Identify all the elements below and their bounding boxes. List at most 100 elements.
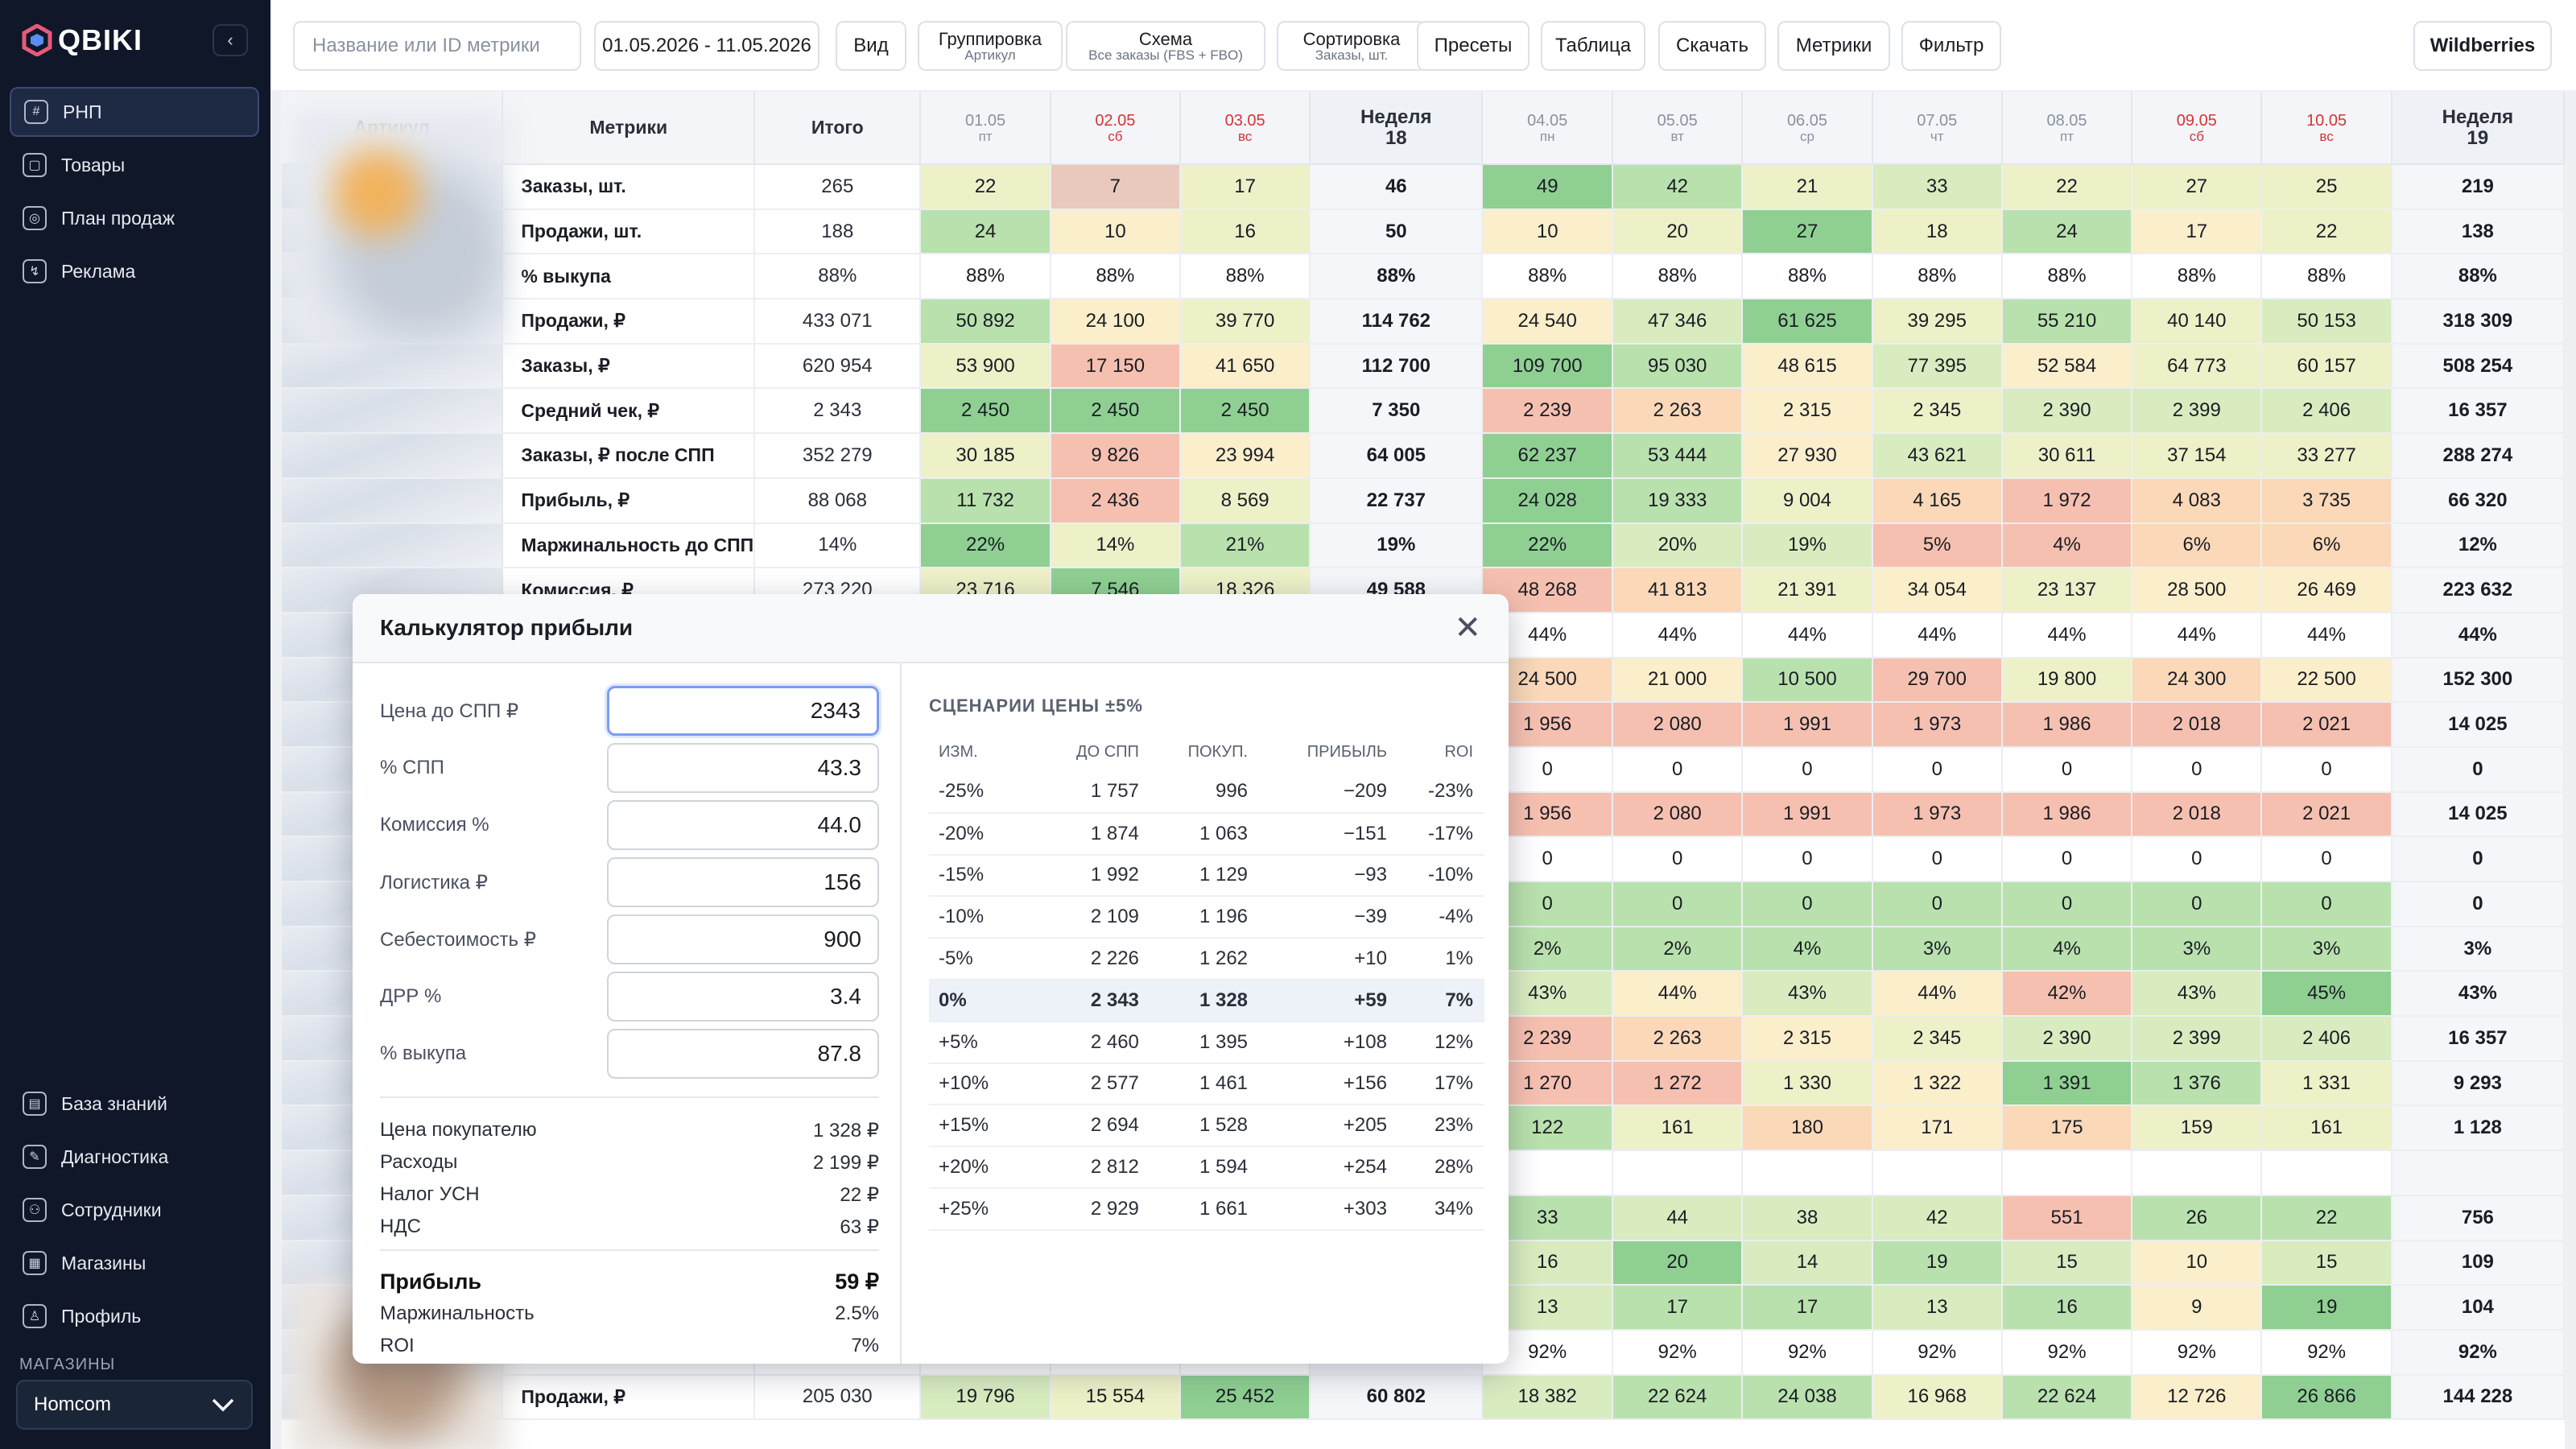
sidebar-item[interactable]: ▤ База знаний xyxy=(10,1079,259,1129)
marketplace-button[interactable]: Wildberries xyxy=(2413,21,2552,71)
calc-field-input[interactable] xyxy=(607,914,879,964)
date-header[interactable]: 05.05 вт xyxy=(1612,92,1744,165)
day-cell: 2 315 xyxy=(1742,388,1873,435)
calc-field-input[interactable] xyxy=(607,743,879,793)
calc-field-input[interactable] xyxy=(607,800,879,850)
scenario-roi: 1% xyxy=(1397,938,1484,980)
sidebar-item[interactable]: # РНП xyxy=(10,87,259,137)
sort-select[interactable]: Сортировка Заказы, шт. xyxy=(1277,21,1426,71)
view-button[interactable]: Вид xyxy=(836,21,906,71)
day-cell: 2% xyxy=(1612,926,1744,972)
article-cell[interactable] xyxy=(282,433,504,479)
sidebar-item[interactable]: ✎ Диагностика xyxy=(10,1132,259,1182)
scenario-buy: 1 395 xyxy=(1150,1021,1260,1064)
day-cell: 13 xyxy=(1872,1285,2003,1331)
table-button[interactable]: Таблица xyxy=(1541,21,1645,71)
sidebar-item[interactable]: ♙ Профиль xyxy=(10,1291,259,1341)
scenario-row[interactable]: +25% 2 929 1 661 +303 34% xyxy=(929,1187,1484,1231)
scenario-row[interactable]: +15% 2 694 1 528 +205 23% xyxy=(929,1104,1484,1148)
scenario-row[interactable]: +10% 2 577 1 461 +156 17% xyxy=(929,1063,1484,1106)
day-cell: 47 346 xyxy=(1612,299,1744,345)
scenario-row[interactable]: +20% 2 812 1 594 +254 28% xyxy=(929,1146,1484,1189)
shop-select[interactable]: Homcom xyxy=(16,1380,253,1430)
collapse-sidebar-button[interactable]: ‹ xyxy=(213,24,248,56)
day-cell: 22 624 xyxy=(2001,1374,2133,1421)
date-header[interactable]: 03.05 вс xyxy=(1179,92,1311,165)
scenario-row[interactable]: -10% 2 109 1 196 −39 -4% xyxy=(929,896,1484,939)
filter-button[interactable]: Фильтр xyxy=(1901,21,2001,71)
scenario-roi: 34% xyxy=(1397,1187,1484,1231)
calc-field-input[interactable] xyxy=(607,1029,879,1079)
scenario-row[interactable]: -5% 2 226 1 262 +10 1% xyxy=(929,938,1484,980)
scenario-row[interactable]: 0% 2 343 1 328 +59 7% xyxy=(929,979,1484,1022)
schema-select[interactable]: Схема Все заказы (FBS + FBO) xyxy=(1066,21,1265,71)
week-header[interactable]: Неделя 18 xyxy=(1310,92,1484,165)
date-header[interactable]: 10.05 вс xyxy=(2261,92,2392,165)
calc-field-input[interactable] xyxy=(607,857,879,907)
metrics-button[interactable]: Метрики xyxy=(1777,21,1890,71)
day-cell: 2 390 xyxy=(2001,1016,2133,1062)
grouping-select[interactable]: Группировка Артикул xyxy=(918,21,1063,71)
main-nav: # РНП ▢ Товары ◎ План продаж ↯ Реклама xyxy=(10,87,259,299)
day-cell: 22 xyxy=(2001,164,2133,210)
week-cell: 14 025 xyxy=(2391,702,2565,748)
sidebar-item[interactable]: ⚇ Сотрудники xyxy=(10,1185,259,1235)
day-cell: 7 xyxy=(1050,164,1181,210)
table-row: Продажи, ₽205 030 19 796 15 554 25 452 60 80… xyxy=(282,1374,2565,1421)
day-cell: 27 930 xyxy=(1742,433,1873,479)
logo[interactable]: QBIKI xyxy=(21,23,142,58)
total-cell: 88 068 xyxy=(754,477,922,524)
scenario-buy: 1 528 xyxy=(1150,1104,1260,1148)
summary-row: Налог УСН 22 ₽ xyxy=(380,1179,879,1211)
sidebar-item[interactable]: ▢ Товары xyxy=(10,140,259,190)
article-cell[interactable] xyxy=(282,388,504,435)
product-image[interactable] xyxy=(290,108,507,349)
close-icon[interactable]: ✕ xyxy=(1454,610,1481,646)
scenario-pre: 2 929 xyxy=(1037,1187,1150,1231)
date-range-picker[interactable]: 01.05.2026 - 11.05.2026 xyxy=(594,21,819,71)
sidebar-item[interactable]: ↯ Реклама xyxy=(10,246,259,296)
grouping-value: Артикул xyxy=(964,47,1016,63)
total-cell: 14% xyxy=(754,522,922,569)
article-cell[interactable] xyxy=(282,522,504,569)
scenario-row[interactable]: -25% 1 757 996 −209 -23% xyxy=(929,771,1484,814)
weekday-label: пн xyxy=(1539,128,1555,144)
week-cell: 0 xyxy=(2391,836,2565,882)
day-cell: 1 991 xyxy=(1742,702,1873,748)
day-cell: 17 xyxy=(1612,1285,1744,1331)
day-cell: 22 xyxy=(920,164,1051,210)
summary-label: Налог УСН xyxy=(380,1183,480,1205)
date-header[interactable]: 04.05 пн xyxy=(1482,92,1614,165)
calc-field-input[interactable] xyxy=(607,972,879,1022)
date-header[interactable]: 07.05 чт xyxy=(1872,92,2003,165)
date-label: 05.05 xyxy=(1657,111,1698,130)
article-cell[interactable] xyxy=(282,343,504,390)
date-header[interactable]: 09.05 сб xyxy=(2132,92,2263,165)
article-cell[interactable] xyxy=(282,477,504,524)
date-header[interactable]: 01.05 пт xyxy=(920,92,1051,165)
download-button[interactable]: Скачать xyxy=(1658,21,1766,71)
presets-button[interactable]: Пресеты xyxy=(1417,21,1530,71)
table-row: Средний чек, ₽2 343 2 450 2 450 2 450 7 350 2… xyxy=(282,388,2565,435)
week-cell: 14 025 xyxy=(2391,791,2565,838)
date-header[interactable]: 06.05 ср xyxy=(1742,92,1873,165)
sidebar-item[interactable]: ▦ Магазины xyxy=(10,1238,259,1288)
ads-icon: ↯ xyxy=(23,259,47,283)
search-input[interactable]: Название или ID метрики xyxy=(293,21,581,71)
day-cell: 18 xyxy=(1872,208,2003,255)
scenario-row[interactable]: -20% 1 874 1 063 −151 -17% xyxy=(929,812,1484,856)
date-header[interactable]: 08.05 пт xyxy=(2001,92,2133,165)
week-header[interactable]: Неделя 19 xyxy=(2391,92,2565,165)
scenario-row[interactable]: +5% 2 460 1 395 +108 12% xyxy=(929,1021,1484,1064)
day-cell: 161 xyxy=(2261,1105,2392,1152)
user-icon: ♙ xyxy=(23,1304,47,1328)
week-cell: 109 xyxy=(2391,1240,2565,1286)
sidebar-item[interactable]: ◎ План продаж xyxy=(10,193,259,243)
day-cell: 17 xyxy=(2132,208,2263,255)
date-header[interactable]: 02.05 сб xyxy=(1050,92,1181,165)
scenario-profit: −209 xyxy=(1259,771,1398,814)
day-cell: 48 615 xyxy=(1742,343,1873,390)
scenario-row[interactable]: -15% 1 992 1 129 −93 -10% xyxy=(929,854,1484,898)
calc-field-input[interactable] xyxy=(607,686,879,736)
scenario-pre: 2 694 xyxy=(1037,1104,1150,1148)
